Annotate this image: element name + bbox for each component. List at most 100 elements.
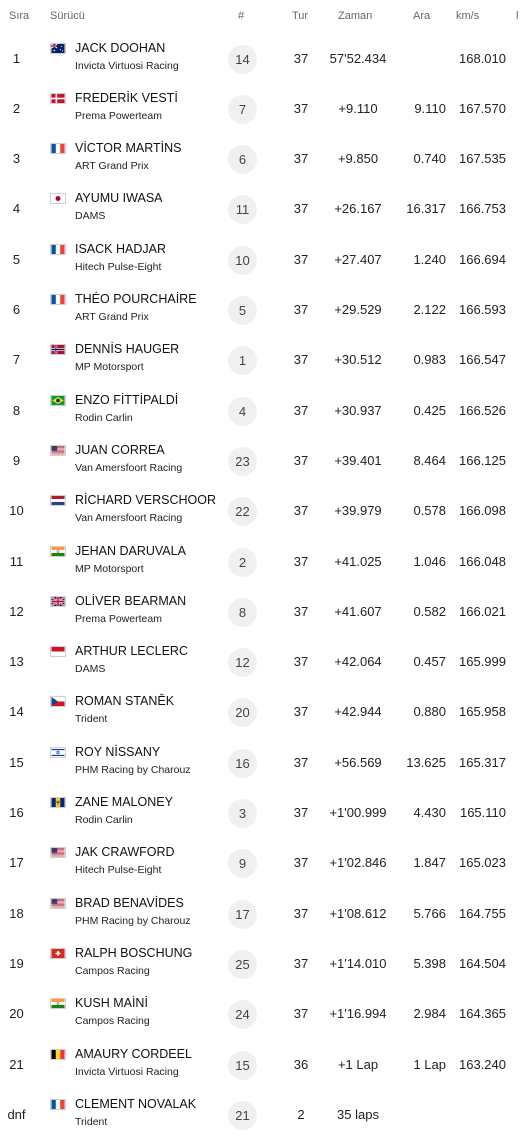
table-row[interactable]: 13 ARTHUR LECLERC DAMS 12 37 +42.064 0.457 165.… bbox=[0, 637, 521, 687]
car-number-badge: 20 bbox=[228, 698, 257, 728]
table-row[interactable]: 12 OLİVER BEARMAN Prema Powerteam 8 37 +41.60… bbox=[0, 587, 521, 637]
team-name: DAMS bbox=[75, 663, 106, 676]
time-cell: +39.979 bbox=[334, 503, 382, 519]
table-row[interactable]: 6 THÉO POURCHAİRE ART Grand Prix 5 37 +29.529… bbox=[0, 285, 521, 335]
table-row[interactable]: 3 VİCTOR MARTİNS ART Grand Prix 6 37 +9.850 0.… bbox=[0, 134, 521, 184]
table-row[interactable]: 15 ROY NİSSANY PHM Racing by Charouz 16 37 +5… bbox=[0, 738, 521, 788]
gap-cell: 0.740 bbox=[413, 151, 446, 167]
table-row[interactable]: 2 FREDERİK VESTİ Prema Powerteam 7 37 +9.110 9… bbox=[0, 84, 521, 134]
speed-cell: 164.504 bbox=[459, 955, 506, 971]
team-name: ART Grand Prix bbox=[75, 160, 149, 173]
driver-name: KUSH MAİNİ bbox=[75, 996, 148, 1011]
time-cell: +42.064 bbox=[334, 654, 382, 670]
gap-cell: 1.046 bbox=[413, 553, 446, 569]
table-row[interactable]: 8 ENZO FİTTİPALDİ Rodin Carlin 4 37 +30.937 0.… bbox=[0, 386, 521, 436]
gap-cell: 5.398 bbox=[413, 955, 446, 971]
flag-icon bbox=[50, 394, 66, 406]
speed-cell: 165.317 bbox=[459, 754, 506, 770]
speed-cell: 168.010 bbox=[459, 50, 506, 66]
flag-icon bbox=[50, 143, 66, 155]
car-number-badge: 5 bbox=[228, 296, 257, 325]
driver-name: OLİVER BEARMAN bbox=[75, 593, 187, 608]
header-driver: Sürücü bbox=[50, 10, 85, 22]
table-row[interactable]: 11 JEHAN DARUVALA MP Motorsport 2 37 +41.025 1… bbox=[0, 537, 521, 587]
team-name: Prema Powerteam bbox=[75, 612, 162, 625]
flag-icon bbox=[50, 545, 66, 557]
gap-cell: 0.983 bbox=[413, 352, 446, 368]
gap-cell: 0.457 bbox=[413, 654, 446, 670]
table-row[interactable]: 21 AMAURY CORDEEL Invicta Virtuosi Racing 1… bbox=[0, 1040, 521, 1090]
table-row[interactable]: 14 ROMAN STANĚK Trident 20 37 +42.944 0.880 165… bbox=[0, 687, 521, 737]
laps-cell: 37 bbox=[293, 201, 309, 217]
speed-cell: 166.753 bbox=[459, 201, 506, 217]
table-row[interactable]: 17 JAK CRAWFORD Hitech Pulse-Eight 9 37 +1'02… bbox=[0, 838, 521, 888]
header-laps: Tur bbox=[292, 10, 309, 22]
car-number-badge: 11 bbox=[228, 195, 257, 225]
laps-cell: 37 bbox=[293, 955, 309, 971]
speed-cell: 166.694 bbox=[459, 251, 506, 267]
speed-cell: 165.958 bbox=[459, 704, 506, 720]
table-row[interactable]: dnf CLEMENT NOVALAK Trident 21 2 35 laps bbox=[0, 1090, 521, 1140]
laps-cell: 37 bbox=[293, 805, 309, 820]
laps-cell: 37 bbox=[293, 302, 309, 317]
car-number-badge: 23 bbox=[228, 446, 257, 476]
speed-cell: 166.048 bbox=[459, 553, 506, 569]
gap-cell: 1.240 bbox=[413, 251, 446, 267]
car-number-badge: 10 bbox=[228, 245, 257, 275]
time-cell: +30.512 bbox=[334, 352, 382, 368]
flag-icon bbox=[50, 1098, 66, 1110]
laps-cell: 37 bbox=[293, 100, 309, 116]
table-row[interactable]: 4 AYUMU IWASA DAMS 11 37 +26.167 16.317 166.753 bbox=[0, 184, 521, 234]
team-name: Invicta Virtuosi Racing bbox=[75, 1065, 179, 1078]
team-name: PHM Racing by Charouz bbox=[75, 914, 191, 927]
team-name: MP Motorsport bbox=[75, 562, 144, 575]
position-cell: 17 bbox=[9, 855, 24, 871]
time-cell: +1 Lap bbox=[337, 1056, 379, 1072]
header-number: # bbox=[238, 10, 245, 22]
table-row[interactable]: 1 JACK DOOHAN Invicta Virtuosi Racing 14 37 5… bbox=[0, 34, 521, 84]
gap-cell: 0.578 bbox=[413, 503, 446, 519]
flag-icon bbox=[50, 646, 66, 658]
car-number-badge: 24 bbox=[228, 1000, 257, 1030]
car-number-badge: 8 bbox=[228, 597, 257, 627]
car-number-badge: 12 bbox=[228, 648, 257, 678]
gap-cell: 4.430 bbox=[413, 805, 446, 820]
time-cell: +30.937 bbox=[334, 402, 382, 418]
table-row[interactable]: 7 DENNİS HAUGER MP Motorsport 1 37 +30.512 0.9… bbox=[0, 335, 521, 385]
header-extra: l bbox=[516, 10, 519, 22]
speed-cell: 164.755 bbox=[459, 905, 506, 921]
speed-cell: 166.593 bbox=[459, 302, 506, 317]
time-cell: +41.607 bbox=[334, 603, 382, 619]
table-row[interactable]: 16 ZANE MALONEY Rodin Carlin 3 37 +1'00.999 4.… bbox=[0, 788, 521, 838]
team-name: Trident bbox=[75, 1115, 108, 1128]
speed-cell: 166.098 bbox=[459, 503, 506, 519]
position-cell: 19 bbox=[9, 955, 24, 971]
position-cell: 4 bbox=[12, 201, 21, 217]
table-row[interactable]: 9 JUAN CORREA Van Amersfoort Racing 23 37 +39… bbox=[0, 436, 521, 486]
position-cell: dnf bbox=[7, 1106, 26, 1122]
header-time: Zaman bbox=[338, 10, 373, 22]
car-number-badge: 16 bbox=[228, 748, 257, 778]
laps-cell: 37 bbox=[293, 352, 309, 368]
driver-name: CLEMENT NOVALAK bbox=[75, 1096, 197, 1111]
car-number-badge: 7 bbox=[228, 94, 257, 124]
driver-name: ISACK HADJAR bbox=[75, 241, 166, 256]
table-row[interactable]: 19 RALPH BOSCHUNG Campos Racing 25 37 +1'14.0… bbox=[0, 939, 521, 989]
time-cell: +41.025 bbox=[334, 553, 382, 569]
table-row[interactable]: 20 KUSH MAİNİ Campos Racing 24 37 +1'16.994 2.… bbox=[0, 989, 521, 1039]
gap-cell: 1 Lap bbox=[413, 1056, 446, 1072]
time-cell: +39.401 bbox=[334, 452, 382, 468]
time-cell: 57'52.434 bbox=[329, 50, 387, 66]
speed-cell: 166.021 bbox=[459, 603, 506, 619]
table-row[interactable]: 18 BRAD BENAVİDES PHM Racing by Charouz 17 3… bbox=[0, 889, 521, 939]
table-row[interactable]: 5 ISACK HADJAR Hitech Pulse-Eight 10 37 +27.4… bbox=[0, 235, 521, 285]
team-name: DAMS bbox=[75, 210, 106, 223]
flag-icon bbox=[50, 746, 66, 758]
position-cell: 3 bbox=[12, 151, 21, 167]
gap-cell: 1.847 bbox=[413, 855, 446, 871]
car-number-badge: 14 bbox=[228, 44, 257, 74]
position-cell: 11 bbox=[9, 553, 24, 569]
time-cell: +26.167 bbox=[334, 201, 382, 217]
table-row[interactable]: 10 RİCHARD VERSCHOOR Van Amersfoort Racing… bbox=[0, 486, 521, 536]
flag-icon bbox=[50, 294, 66, 305]
